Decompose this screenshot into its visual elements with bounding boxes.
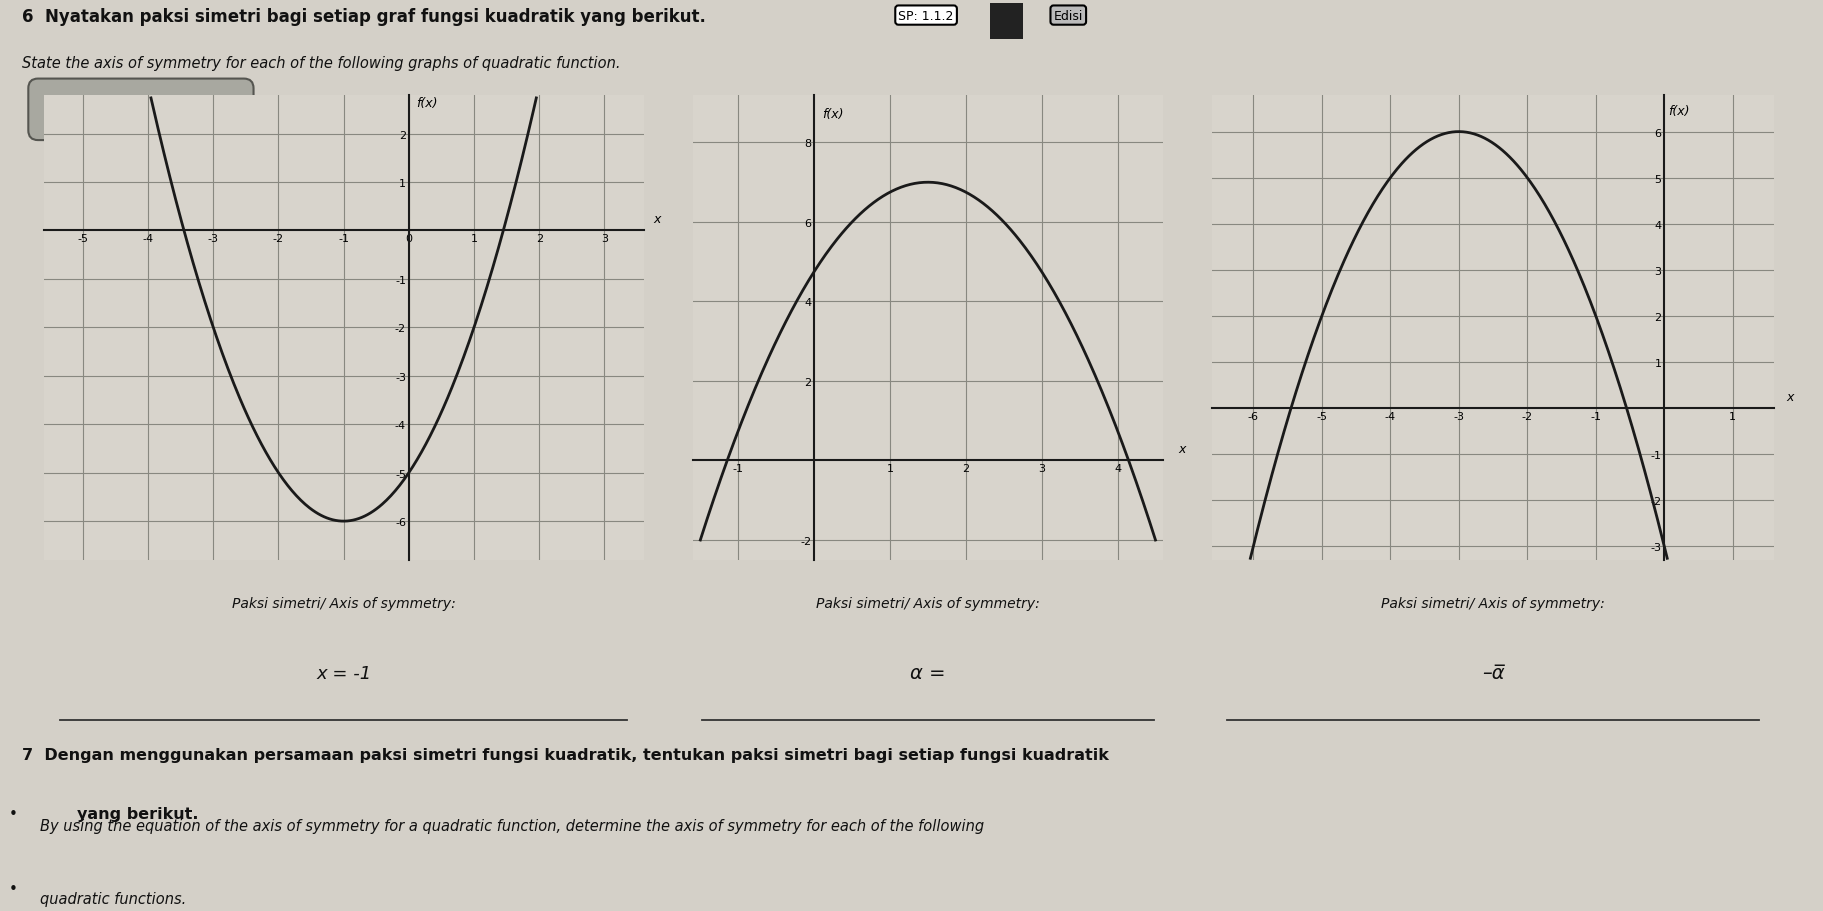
- Text: f(x): f(x): [417, 97, 438, 109]
- Text: x: x: [1178, 442, 1185, 455]
- FancyBboxPatch shape: [29, 79, 253, 141]
- Text: yang berikut.: yang berikut.: [77, 806, 199, 822]
- Text: α =: α =: [910, 664, 946, 682]
- Text: Paksi simetri/ Axis of symmetry:: Paksi simetri/ Axis of symmetry:: [232, 597, 456, 610]
- Text: By using the equation of the axis of symmetry for a quadratic function, determin: By using the equation of the axis of sym…: [40, 818, 984, 834]
- Text: •: •: [9, 806, 18, 822]
- Text: Paksi simetri/ Axis of symmetry:: Paksi simetri/ Axis of symmetry:: [1382, 597, 1604, 610]
- Text: x: x: [1787, 391, 1794, 404]
- Text: x: x: [653, 212, 660, 225]
- Text: SP: 1.1.2: SP: 1.1.2: [899, 9, 953, 23]
- Text: 6  Nyatakan paksi simetri bagi setiap graf fungsi kuadratik yang berikut.: 6 Nyatakan paksi simetri bagi setiap gra…: [22, 7, 706, 26]
- Text: State the axis of symmetry for each of the following graphs of quadratic functio: State the axis of symmetry for each of t…: [22, 56, 620, 70]
- Text: Paksi simetri/ Axis of symmetry:: Paksi simetri/ Axis of symmetry:: [817, 597, 1039, 610]
- Text: •: •: [9, 881, 18, 896]
- Text: Contoh: Contoh: [109, 102, 173, 118]
- Text: x = -1: x = -1: [315, 664, 372, 682]
- Text: f(x): f(x): [1668, 105, 1690, 118]
- Text: Edisi: Edisi: [1054, 9, 1083, 23]
- Bar: [990, 4, 1023, 40]
- Text: quadratic functions.: quadratic functions.: [40, 891, 186, 906]
- Text: 7  Dengan menggunakan persamaan paksi simetri fungsi kuadratik, tentukan paksi s: 7 Dengan menggunakan persamaan paksi sim…: [22, 748, 1108, 763]
- Text: (a): (a): [702, 115, 731, 133]
- Text: (b): (b): [1221, 115, 1251, 133]
- Text: –α̅: –α̅: [1482, 664, 1504, 682]
- Text: f(x): f(x): [822, 107, 844, 120]
